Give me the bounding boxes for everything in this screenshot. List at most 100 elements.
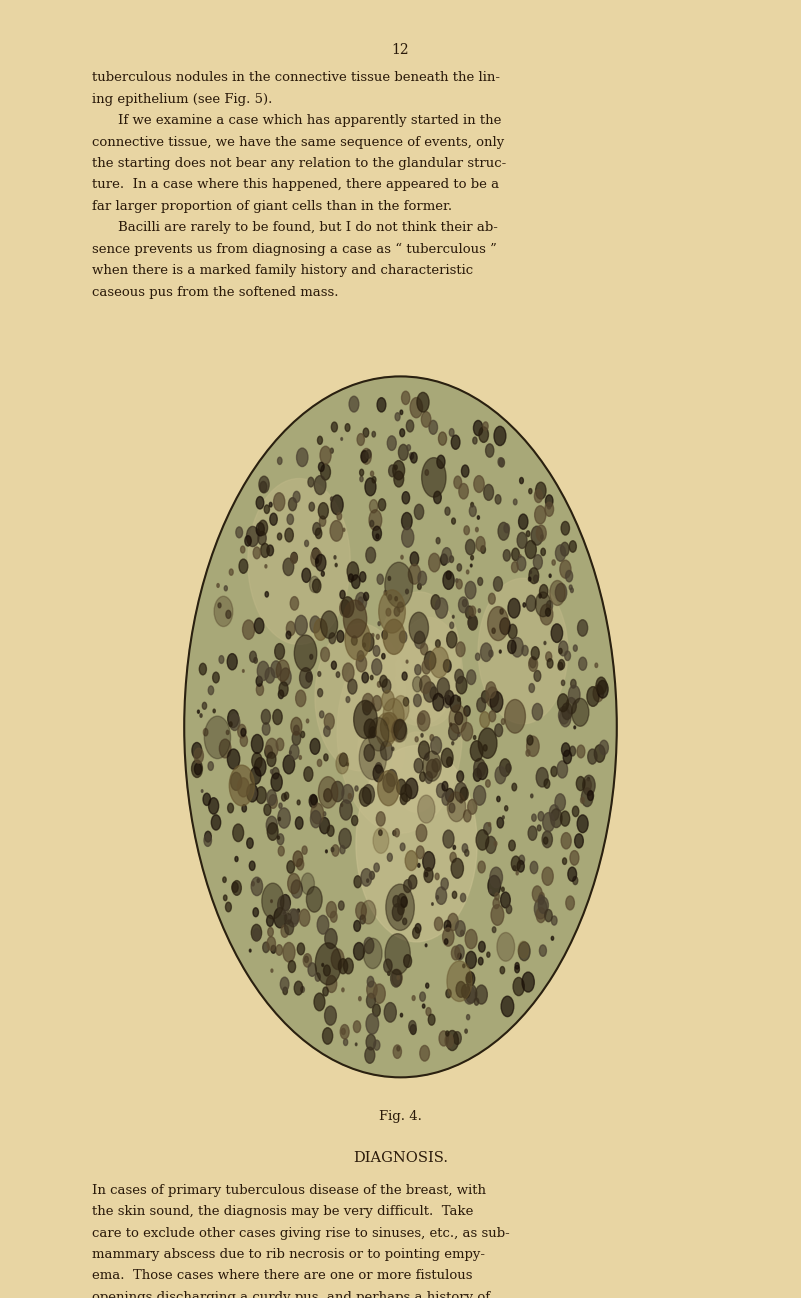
Circle shape [499, 650, 501, 653]
Circle shape [283, 988, 288, 994]
Circle shape [395, 618, 462, 727]
Circle shape [529, 571, 532, 574]
Circle shape [276, 659, 289, 681]
Circle shape [537, 526, 546, 541]
Circle shape [316, 558, 319, 563]
Circle shape [436, 640, 441, 648]
Circle shape [578, 619, 588, 636]
Circle shape [376, 811, 385, 826]
Circle shape [534, 898, 547, 919]
Circle shape [456, 981, 466, 997]
Circle shape [488, 606, 509, 641]
Circle shape [368, 718, 388, 752]
Circle shape [354, 876, 361, 888]
Circle shape [365, 478, 376, 496]
Circle shape [467, 670, 476, 684]
Circle shape [248, 537, 251, 544]
Circle shape [437, 456, 445, 469]
Circle shape [324, 789, 332, 802]
Circle shape [417, 824, 427, 841]
Circle shape [405, 779, 418, 798]
Circle shape [546, 601, 553, 610]
Circle shape [363, 633, 374, 652]
Circle shape [384, 959, 392, 972]
Circle shape [374, 1040, 380, 1050]
Circle shape [386, 609, 391, 617]
Circle shape [285, 528, 293, 543]
Circle shape [278, 846, 284, 855]
Circle shape [296, 691, 306, 706]
Circle shape [463, 964, 465, 968]
Circle shape [465, 929, 477, 949]
Text: connective tissue, we have the same sequence of events, only: connective tissue, we have the same sequ… [92, 136, 505, 149]
Circle shape [273, 710, 282, 724]
Circle shape [437, 678, 449, 698]
Circle shape [517, 861, 525, 872]
Circle shape [312, 579, 321, 593]
Circle shape [517, 557, 525, 571]
Circle shape [498, 522, 509, 540]
Circle shape [466, 974, 473, 983]
Circle shape [310, 617, 320, 633]
Circle shape [386, 884, 414, 931]
Circle shape [199, 663, 207, 675]
Circle shape [264, 745, 272, 758]
Circle shape [508, 624, 517, 639]
Circle shape [442, 793, 450, 805]
Circle shape [277, 833, 284, 845]
Circle shape [397, 602, 404, 613]
Circle shape [392, 970, 402, 986]
Circle shape [443, 571, 454, 589]
Circle shape [256, 787, 266, 803]
Circle shape [279, 803, 282, 809]
Circle shape [478, 958, 483, 964]
Circle shape [367, 993, 376, 1007]
Circle shape [250, 767, 261, 784]
Circle shape [492, 628, 495, 633]
Circle shape [363, 643, 365, 648]
Circle shape [297, 800, 300, 805]
Circle shape [256, 684, 264, 696]
Circle shape [369, 510, 382, 531]
Text: care to exclude other cases giving rise to sinuses, etc., as sub-: care to exclude other cases giving rise … [92, 1227, 510, 1240]
Circle shape [252, 877, 263, 896]
Text: ing epithelium (see Fig. 5).: ing epithelium (see Fig. 5). [92, 93, 272, 106]
Circle shape [414, 505, 424, 519]
Circle shape [552, 559, 555, 565]
Circle shape [563, 750, 571, 763]
Circle shape [274, 493, 285, 511]
Circle shape [332, 781, 344, 802]
Circle shape [370, 520, 374, 527]
Circle shape [530, 862, 537, 874]
Circle shape [420, 675, 431, 693]
Circle shape [340, 845, 345, 854]
Circle shape [294, 981, 303, 996]
Circle shape [316, 528, 322, 539]
Circle shape [335, 563, 337, 567]
Circle shape [277, 533, 282, 540]
Circle shape [329, 633, 336, 644]
Circle shape [324, 726, 330, 736]
Circle shape [505, 806, 508, 811]
Circle shape [349, 396, 359, 411]
Circle shape [373, 984, 385, 1003]
Circle shape [536, 907, 545, 923]
Circle shape [477, 762, 488, 780]
Circle shape [489, 711, 496, 722]
Circle shape [429, 646, 449, 678]
Circle shape [464, 810, 471, 822]
Circle shape [358, 597, 363, 605]
Circle shape [410, 1024, 417, 1035]
Circle shape [318, 776, 338, 809]
Circle shape [465, 606, 473, 619]
Circle shape [295, 615, 308, 635]
Circle shape [441, 877, 449, 890]
Circle shape [449, 556, 453, 562]
Circle shape [453, 892, 457, 898]
Circle shape [336, 753, 348, 774]
Circle shape [378, 592, 461, 726]
Circle shape [395, 597, 397, 601]
Circle shape [383, 774, 395, 793]
Circle shape [480, 711, 489, 728]
Circle shape [426, 759, 438, 778]
